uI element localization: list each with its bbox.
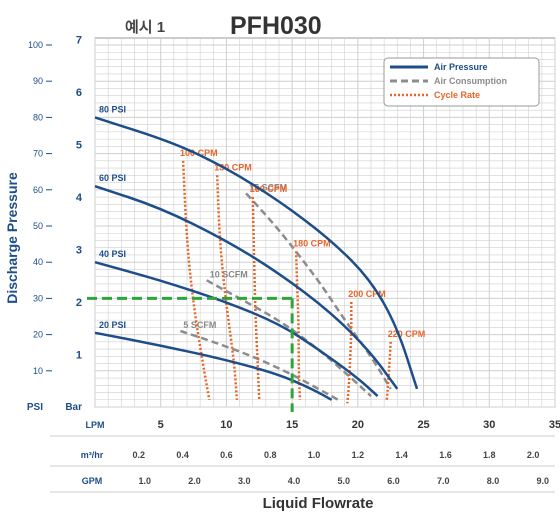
m3-tick-label: 1.6	[439, 450, 452, 460]
psi-tick-label: 50	[33, 221, 43, 231]
bar-tick-label: 3	[76, 244, 82, 256]
y-axis-title: Discharge Pressure	[4, 172, 20, 304]
gpm-tick-label: 5.0	[337, 476, 350, 486]
lpm-tick-label: 25	[417, 419, 429, 431]
gpm-tick-label: 2.0	[188, 476, 201, 486]
lpm-unit-label: LPM	[86, 420, 105, 430]
psi-tick-label: 90	[33, 76, 43, 86]
cycle-rate-curve	[215, 175, 239, 400]
cycle-rate-label: 160 CPM	[250, 184, 288, 194]
lpm-tick-label: 30	[483, 419, 495, 431]
cycle-rate-label: 130 CPM	[214, 162, 252, 172]
air-pressure-label: 60 PSI	[99, 173, 126, 183]
psi-tick-label: 70	[33, 149, 43, 159]
gpm-tick-label: 3.0	[238, 476, 251, 486]
bar-unit-label: Bar	[65, 402, 82, 413]
tick-labels: 10 20 30 40 50 60 70 80 90 100 1 2 3 4 5 6 7 5 10 15 20 25 30 3…	[28, 34, 560, 493]
m3-tick-label: 1.4	[395, 450, 408, 460]
x-axis-title: Liquid Flowrate	[263, 495, 374, 512]
m3-tick-label: 2.0	[527, 450, 540, 460]
legend-cycle-rate-label: Cycle Rate	[434, 90, 480, 100]
psi-tick-label: 40	[33, 257, 43, 267]
cycle-rate-label: 180 CPM	[293, 238, 331, 248]
air-pressure-curve	[94, 260, 379, 398]
psi-tick-label: 30	[33, 293, 43, 303]
air-consumption-label: 5 SCFM	[183, 320, 216, 330]
gpm-tick-label: 8.0	[487, 476, 500, 486]
air-pressure-curve	[94, 185, 399, 390]
gpm-tick-label: 4.0	[288, 476, 301, 486]
air-consumption-curve	[206, 279, 372, 398]
bar-tick-label: 2	[76, 297, 82, 309]
bar-tick-label: 5	[76, 139, 82, 151]
example-lines	[87, 296, 294, 412]
gpm-tick-label: 6.0	[387, 476, 400, 486]
cycle-rate-curve	[181, 160, 211, 401]
air-pressure-curve	[94, 116, 419, 390]
series-layer: 15 SCFM 10 SCFM 5 SCFM 100 CPM 130 CPM 160 CP…	[94, 104, 426, 404]
air-pressure-label: 80 PSI	[99, 104, 126, 114]
m3-tick-label: 1.8	[483, 450, 496, 460]
air-pressure-curve	[94, 331, 333, 401]
psi-tick-label: 100	[28, 40, 43, 50]
air-pressure-label: 40 PSI	[99, 249, 126, 259]
lpm-tick-label: 15	[286, 419, 298, 431]
legend: Air Pressure Air Consumption Cycle Rate	[383, 57, 540, 107]
psi-tick-label: 20	[33, 330, 43, 340]
psi-tick-label: 10	[33, 366, 43, 376]
m3-tick-label: 0.4	[176, 450, 189, 460]
air-consumption-label: 10 SCFM	[210, 269, 248, 279]
psi-tick-label: 60	[33, 185, 43, 195]
m3-tick-label: 0.2	[133, 450, 146, 460]
cycle-rate-label: 200 CPM	[348, 289, 386, 299]
m3-tick-label: 0.6	[220, 450, 233, 460]
air-consumption-label: 15 SCFM	[249, 182, 287, 192]
air-consumption-curve	[180, 329, 339, 401]
m3-tick-label: 1.0	[308, 450, 321, 460]
chart-title: PFH030	[230, 12, 322, 40]
bar-tick-label: 1	[76, 349, 82, 361]
bar-tick-label: 7	[76, 34, 82, 46]
gpm-unit-label: GPM	[82, 476, 103, 486]
m3-unit-label: m³/hr	[81, 450, 104, 460]
legend-air-consumption-label: Air Consumption	[434, 76, 507, 86]
bar-tick-label: 6	[76, 87, 82, 99]
gpm-tick-label: 1.0	[138, 476, 151, 486]
gpm-tick-label: 7.0	[437, 476, 450, 486]
lpm-tick-label: 20	[352, 419, 364, 431]
psi-tick-label: 80	[33, 112, 43, 122]
cycle-rate-label: 220 CPM	[388, 329, 426, 339]
cycle-rate-label: 100 CPM	[180, 148, 218, 158]
example-label: 예시 1	[125, 19, 165, 36]
air-pressure-label: 20 PSI	[99, 320, 126, 330]
cycle-rate-curve	[385, 341, 392, 400]
lpm-tick-label: 5	[158, 419, 164, 431]
gpm-tick-label: 9.0	[537, 476, 550, 486]
lpm-tick-label: 10	[220, 419, 232, 431]
legend-air-pressure-label: Air Pressure	[434, 62, 488, 72]
psi-unit-label: PSI	[27, 402, 43, 413]
lpm-tick-label: 35	[549, 419, 560, 431]
m3-tick-label: 0.8	[264, 450, 277, 460]
cycle-rate-curve	[251, 196, 261, 400]
bar-tick-label: 4	[76, 192, 83, 204]
m3-tick-label: 1.2	[352, 450, 365, 460]
